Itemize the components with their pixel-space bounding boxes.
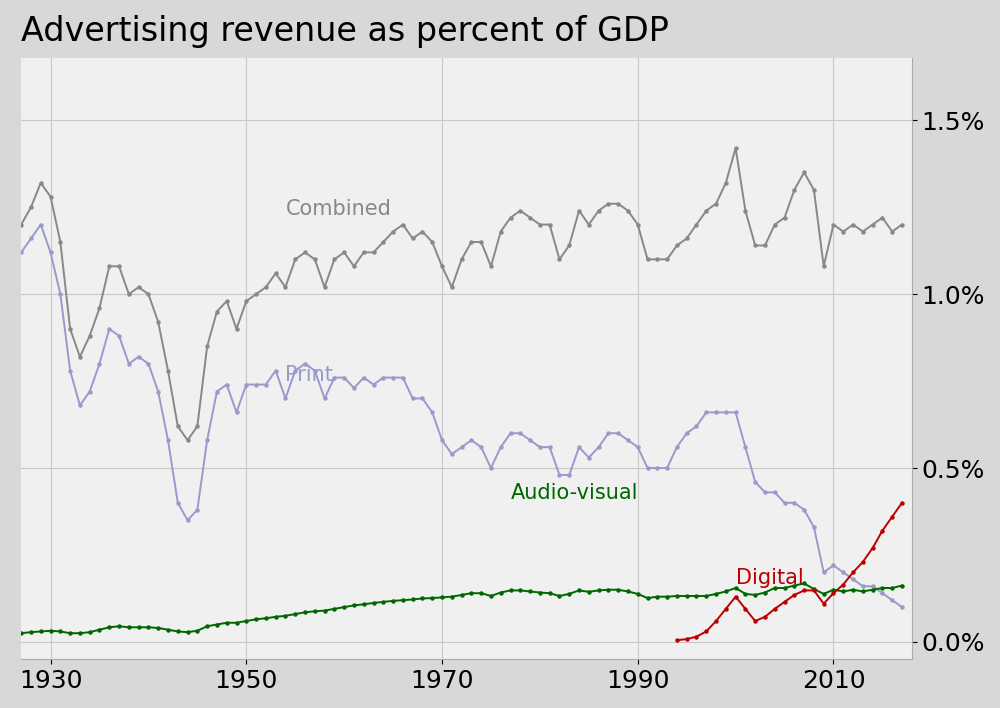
Text: Advertising revenue as percent of GDP: Advertising revenue as percent of GDP bbox=[21, 15, 669, 48]
Text: Print: Print bbox=[285, 365, 333, 384]
Text: Digital: Digital bbox=[736, 568, 803, 588]
Text: Combined: Combined bbox=[285, 200, 391, 219]
Text: Audio-visual: Audio-visual bbox=[511, 483, 638, 503]
